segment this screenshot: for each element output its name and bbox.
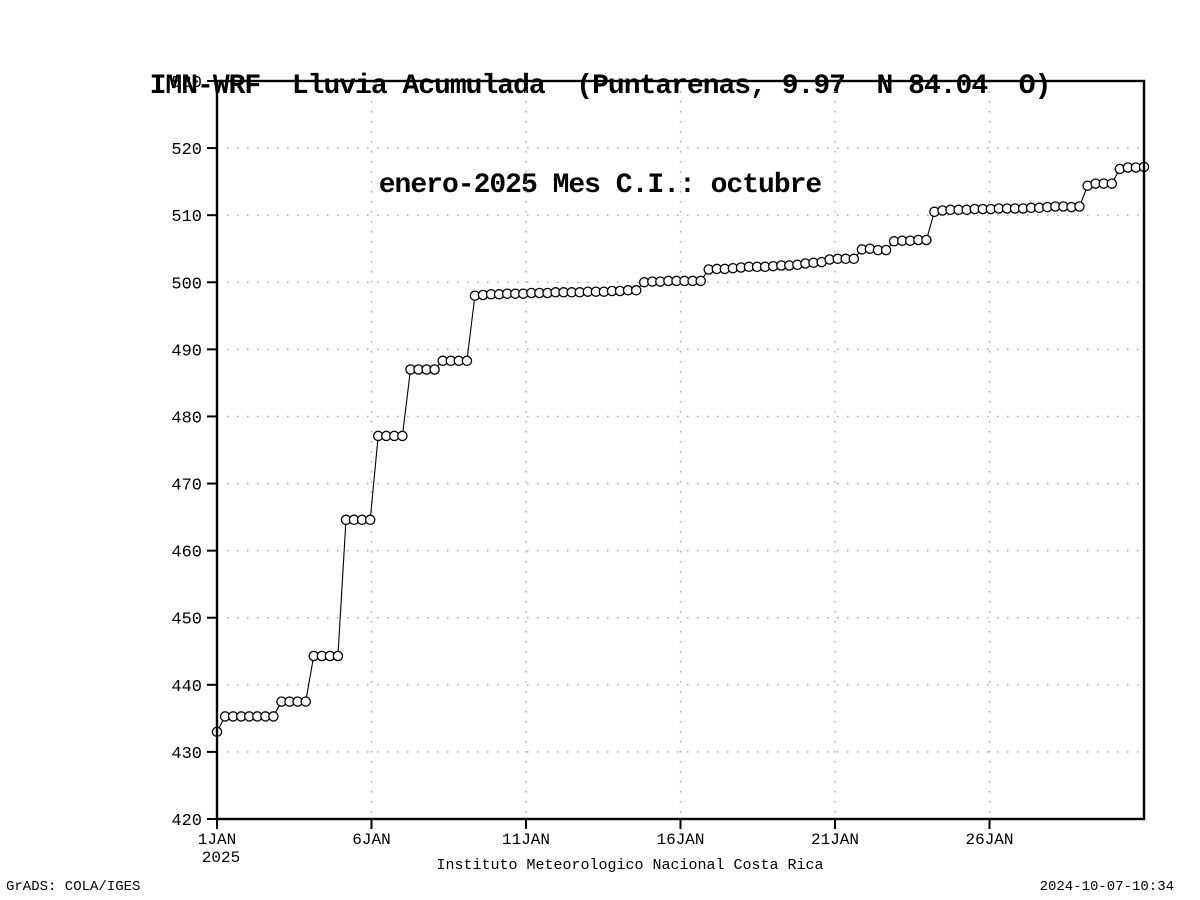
data-point-marker — [695, 275, 706, 287]
x-tick-label: 6JAN — [352, 831, 390, 849]
timestamp-label: 2024-10-07-10:34 — [1039, 879, 1174, 895]
y-tick-label: 450 — [171, 611, 202, 630]
y-tick-label: 480 — [171, 409, 202, 428]
y-tick-label: 490 — [171, 342, 202, 361]
y-tick-label: 420 — [171, 812, 202, 831]
xaxis-caption: Instituto Meteorologico Nacional Costa R… — [436, 857, 824, 874]
x-tick-label: 26JAN — [965, 831, 1013, 849]
data-point-marker — [461, 355, 473, 367]
data-point-marker — [268, 711, 279, 722]
x-tick-label: 11JAN — [502, 831, 550, 849]
data-point-marker — [630, 285, 642, 296]
y-tick-label: 510 — [171, 208, 202, 227]
data-point-marker — [848, 253, 860, 265]
x-tick-label: 1JAN — [198, 831, 236, 849]
data-point-marker — [397, 430, 408, 442]
data-point-marker — [1106, 178, 1118, 189]
x-year-label: 2025 — [202, 849, 240, 867]
chart-title: IMN-WRF Lluvia Acumulada (Puntarenas, 9.… — [149, 71, 1052, 102]
y-tick-label: 530 — [171, 74, 202, 93]
chart-subtitle: enero-2025 Mes C.I.: octubre — [378, 170, 822, 201]
y-tick-label: 470 — [171, 477, 202, 496]
data-point-marker — [300, 696, 311, 707]
data-point-marker — [1074, 201, 1085, 212]
y-tick-label: 520 — [171, 141, 202, 160]
x-tick-label: 21JAN — [811, 831, 859, 849]
data-point-marker — [332, 650, 344, 662]
data-point-marker — [429, 364, 440, 375]
y-tick-label: 440 — [171, 678, 202, 697]
data-point-marker — [880, 244, 892, 256]
data-point-marker — [921, 234, 932, 246]
x-tick-label: 16JAN — [656, 831, 704, 849]
y-tick-label: 500 — [171, 275, 202, 294]
y-tick-label: 430 — [171, 745, 202, 764]
grads-credit-label: GrADS: COLA/IGES — [6, 879, 141, 895]
chart-title-block: IMN-WRF Lluvia Acumulada (Puntarenas, 9.… — [0, 4, 1200, 235]
data-point-marker — [364, 514, 376, 526]
y-tick-label: 460 — [171, 544, 202, 563]
